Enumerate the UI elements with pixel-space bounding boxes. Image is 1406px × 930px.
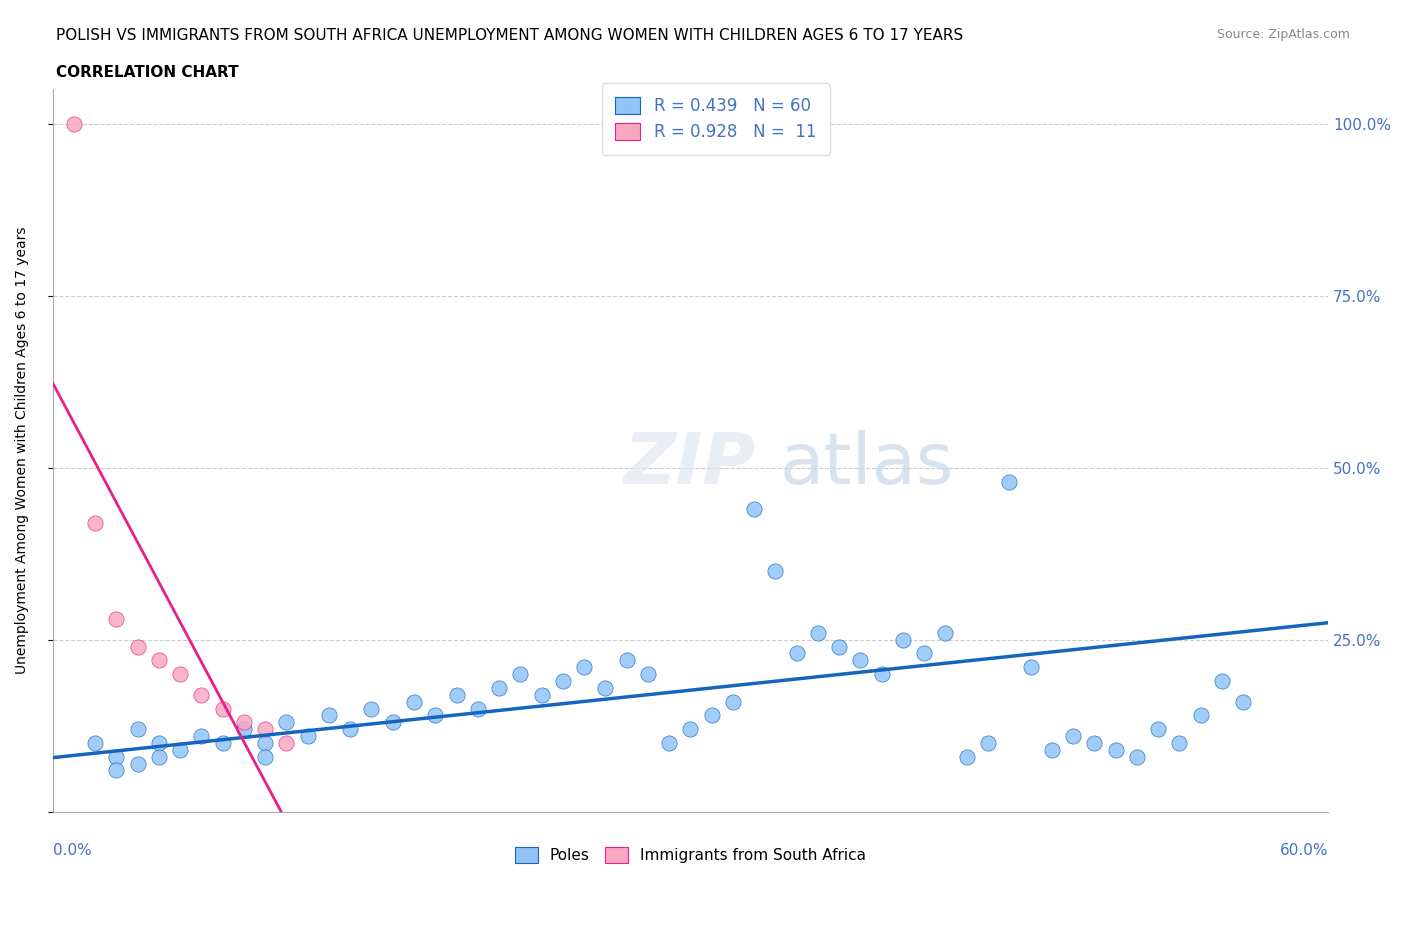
Point: [127, 756, 149, 771]
Point: [1168, 736, 1191, 751]
Point: [446, 687, 468, 702]
Point: [190, 687, 212, 702]
Point: [232, 715, 254, 730]
Point: [211, 736, 233, 751]
Point: [254, 750, 277, 764]
Point: [63, 116, 86, 131]
Point: [1232, 694, 1254, 709]
Point: [425, 708, 447, 723]
Point: [912, 646, 935, 661]
Point: [211, 701, 233, 716]
Point: [637, 667, 659, 682]
Point: [870, 667, 893, 682]
Point: [658, 736, 681, 751]
Point: [148, 736, 170, 751]
Point: [254, 736, 277, 751]
Legend: Poles, Immigrants from South Africa: Poles, Immigrants from South Africa: [509, 841, 872, 869]
Point: [276, 736, 298, 751]
Point: [169, 742, 191, 757]
Text: Source: ZipAtlas.com: Source: ZipAtlas.com: [1216, 28, 1350, 41]
Text: atlas: atlas: [780, 431, 955, 499]
Point: [84, 515, 107, 530]
Point: [679, 722, 702, 737]
Point: [105, 763, 128, 777]
Point: [828, 639, 851, 654]
Point: [1211, 673, 1233, 688]
Point: [1147, 722, 1170, 737]
Point: [467, 701, 489, 716]
Point: [105, 612, 128, 627]
Point: [169, 667, 191, 682]
Point: [297, 728, 319, 743]
Point: [381, 715, 404, 730]
Point: [1126, 750, 1149, 764]
Point: [572, 659, 595, 674]
Point: [339, 722, 361, 737]
Point: [148, 750, 170, 764]
Point: [402, 694, 425, 709]
Point: [551, 673, 574, 688]
Text: ZIP: ZIP: [624, 431, 756, 499]
Point: [807, 625, 830, 640]
Point: [190, 728, 212, 743]
Text: 0.0%: 0.0%: [52, 843, 91, 858]
Text: 60.0%: 60.0%: [1279, 843, 1329, 858]
Point: [84, 736, 107, 751]
Point: [1189, 708, 1212, 723]
Point: [1019, 659, 1042, 674]
Point: [105, 750, 128, 764]
Point: [127, 639, 149, 654]
Point: [232, 722, 254, 737]
Point: [956, 750, 979, 764]
Point: [765, 564, 787, 578]
Point: [1104, 742, 1126, 757]
Text: POLISH VS IMMIGRANTS FROM SOUTH AFRICA UNEMPLOYMENT AMONG WOMEN WITH CHILDREN AG: POLISH VS IMMIGRANTS FROM SOUTH AFRICA U…: [56, 28, 963, 43]
Point: [360, 701, 382, 716]
Point: [509, 667, 531, 682]
Y-axis label: Unemployment Among Women with Children Ages 6 to 17 years: Unemployment Among Women with Children A…: [15, 227, 30, 674]
Point: [318, 708, 340, 723]
Point: [977, 736, 1000, 751]
Point: [700, 708, 723, 723]
Point: [934, 625, 956, 640]
Point: [530, 687, 553, 702]
Point: [721, 694, 744, 709]
Point: [1062, 728, 1084, 743]
Point: [616, 653, 638, 668]
Point: [148, 653, 170, 668]
Point: [1083, 736, 1105, 751]
Point: [891, 632, 914, 647]
Text: CORRELATION CHART: CORRELATION CHART: [56, 65, 239, 80]
Point: [595, 681, 617, 696]
Point: [998, 474, 1021, 489]
Point: [786, 646, 808, 661]
Point: [276, 715, 298, 730]
Point: [488, 681, 510, 696]
Point: [849, 653, 872, 668]
Point: [127, 722, 149, 737]
Point: [742, 501, 765, 516]
Point: [1040, 742, 1063, 757]
Point: [254, 722, 277, 737]
